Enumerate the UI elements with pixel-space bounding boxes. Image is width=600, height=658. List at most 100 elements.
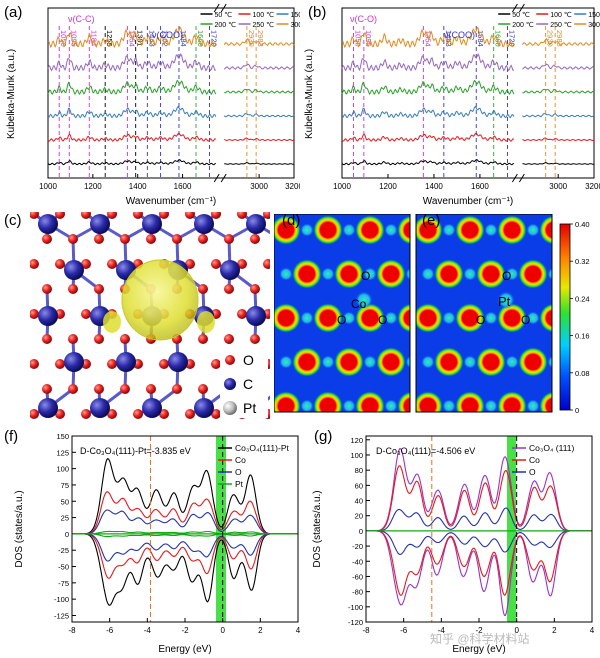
legend-a: 50 ℃ 100 ℃ 150 ℃ 200 ℃ 250 ℃ 300 ℃ [200, 12, 300, 29]
axis-break-mark-a-4 [220, 3, 227, 13]
peak-markers-b: 1050 1095 1354 1443 1584 1660 1720 2930 2983 [353, 26, 564, 178]
density-peak-d-blobs-10 [355, 303, 385, 333]
peak-label-a-11: 2930 [247, 30, 256, 47]
legend-atom-o-label: O [243, 352, 254, 368]
y-tick-label-f-8: -50 [58, 563, 69, 572]
density-weak-e-blobs-2-1 [484, 311, 498, 325]
density-weak-d-blobs-0-1 [342, 223, 356, 237]
metal-site-e-blobs [497, 291, 515, 309]
y-tick-label-f-9: -75 [58, 579, 69, 588]
atom-o-58 [250, 334, 260, 344]
spectrum-a-3-low [47, 79, 217, 96]
atom-c-1 [90, 214, 110, 234]
atom-o-61 [55, 359, 65, 369]
legend-label-a-2: 150 ℃ [291, 12, 300, 19]
x-tick-label-f-4: 0 [220, 626, 225, 635]
atom-o-2 [81, 212, 91, 219]
legend-label-b-3: 200 ℃ [512, 22, 534, 29]
peak-label-b-4: 1584 [476, 30, 485, 47]
atom-o-8 [237, 212, 247, 219]
axis-break-mark-b-1 [511, 173, 518, 183]
legend-label-a-3: 200 ℃ [215, 22, 237, 29]
y-tick-label-f-7: -25 [58, 546, 69, 555]
density-peak-e-blobs-4 [434, 259, 464, 289]
atom-c-3 [194, 214, 214, 234]
atom-o-60 [30, 359, 39, 369]
density-weak-d-blobs-4-0 [300, 399, 314, 412]
y-tick-label-f-4: 50 [61, 497, 69, 506]
map-e-metal: Pt [498, 294, 511, 309]
atom-c-16 [116, 352, 136, 372]
plot-frame-g [365, 435, 593, 623]
density-weak-e-blobs-3-3 [547, 355, 552, 369]
atom-o-13 [120, 234, 130, 244]
panel-label-g: (g) [314, 428, 333, 445]
legend-label-a-4: 250 ℃ [253, 22, 275, 29]
legend-label-a-0: 50 ℃ [215, 12, 233, 19]
atom-o-26 [185, 259, 195, 269]
x-tick-label-g-6: 4 [590, 626, 595, 635]
peak-label-b-5: 1660 [494, 30, 503, 47]
legend-atom-pt [223, 401, 237, 415]
density-peak-e-blobs-16 [416, 391, 443, 412]
y-tick-label-g-6: 0 [359, 527, 363, 536]
panel-label-e: (e) [422, 212, 441, 229]
atom-o-4 [133, 212, 143, 219]
atom-o-81 [55, 409, 65, 419]
atom-o-52 [94, 334, 104, 344]
atom-o-20 [30, 259, 39, 269]
density-weak-e-blobs-1-2 [505, 267, 519, 281]
dos-f-1-up [72, 491, 298, 535]
atom-o-83 [107, 409, 117, 419]
atom-o-38 [250, 284, 260, 294]
atom-o-75 [172, 384, 182, 394]
x-tick-label-b-3: 1600 [471, 182, 489, 191]
legend-atom-o [225, 355, 235, 365]
legend-label-b-2: 150 ℃ [588, 12, 600, 19]
peak-label-b-7: 2930 [546, 30, 555, 47]
atom-o-37 [224, 284, 234, 294]
density-peak-d-blobs-3 [397, 215, 410, 245]
axis-break-mark-a-2 [220, 173, 227, 183]
density-peak-d-blobs-17 [313, 391, 343, 412]
dos-g-1-down [366, 530, 592, 597]
spectrum-b-2-low [341, 105, 515, 119]
dos-f-1-down [72, 533, 298, 579]
density-peak-e-blobs-8 [416, 303, 443, 333]
density-peak-e-blobs-6 [518, 259, 548, 289]
map-e-o1: O [502, 269, 511, 283]
density-peak-e-blobs-10 [497, 303, 527, 333]
density-weak-d-blobs-2-2 [384, 311, 398, 325]
peak-label-a-2: 1184 [89, 30, 98, 46]
axis-break-mark-b-2 [518, 173, 525, 183]
x-tick-label-f-5: 2 [258, 626, 263, 635]
atom-o-42 [81, 309, 91, 319]
peak-label-b-8: 2983 [555, 30, 564, 47]
dos-curves-g [366, 447, 592, 617]
spectrum-b-1-low [341, 132, 515, 142]
density-peak-d-blobs-12 [292, 347, 322, 377]
group-label-a-1: ν(C-C) [68, 14, 95, 24]
density-weak-e-blobs-1-3 [547, 267, 552, 281]
density-weak-d-blobs-1-2 [363, 267, 377, 281]
atom-o-0 [30, 212, 39, 219]
atom-o-16 [198, 234, 208, 244]
y-tick-label-f-6: 0 [65, 530, 69, 539]
atom-o-71 [68, 384, 78, 394]
density-peak-e-blobs-19 [539, 391, 552, 412]
legend-label-b-5: 300 ℃ [588, 22, 600, 29]
map-d-frame [274, 214, 411, 413]
colorbar-tick-label-2: 0.16 [575, 332, 590, 341]
axes-f: -8 -6 -4 -2 0 2 4 150 125 100 75 50 25 0 -25 -50 -75 -100… [54, 432, 301, 635]
atom-o-10 [42, 234, 52, 244]
spectrum-a-0-low [47, 159, 217, 166]
peak-label-a-7: 1502 [161, 30, 170, 47]
y-axis-label-a: Kubelka-Munk (a.u.) [6, 49, 17, 139]
group-label-b-1: ν(C-O) [350, 14, 377, 24]
x-tick-label-f-1: -6 [106, 626, 114, 635]
atom-o-31 [68, 284, 78, 294]
legend-atom-c-label: C [243, 376, 253, 392]
charge-density-cloud [121, 259, 199, 341]
map-d-density [274, 215, 410, 412]
axes-g: -8 -6 -4 -2 0 2 4120100806040200-20-40-60-80-1… [348, 436, 595, 635]
